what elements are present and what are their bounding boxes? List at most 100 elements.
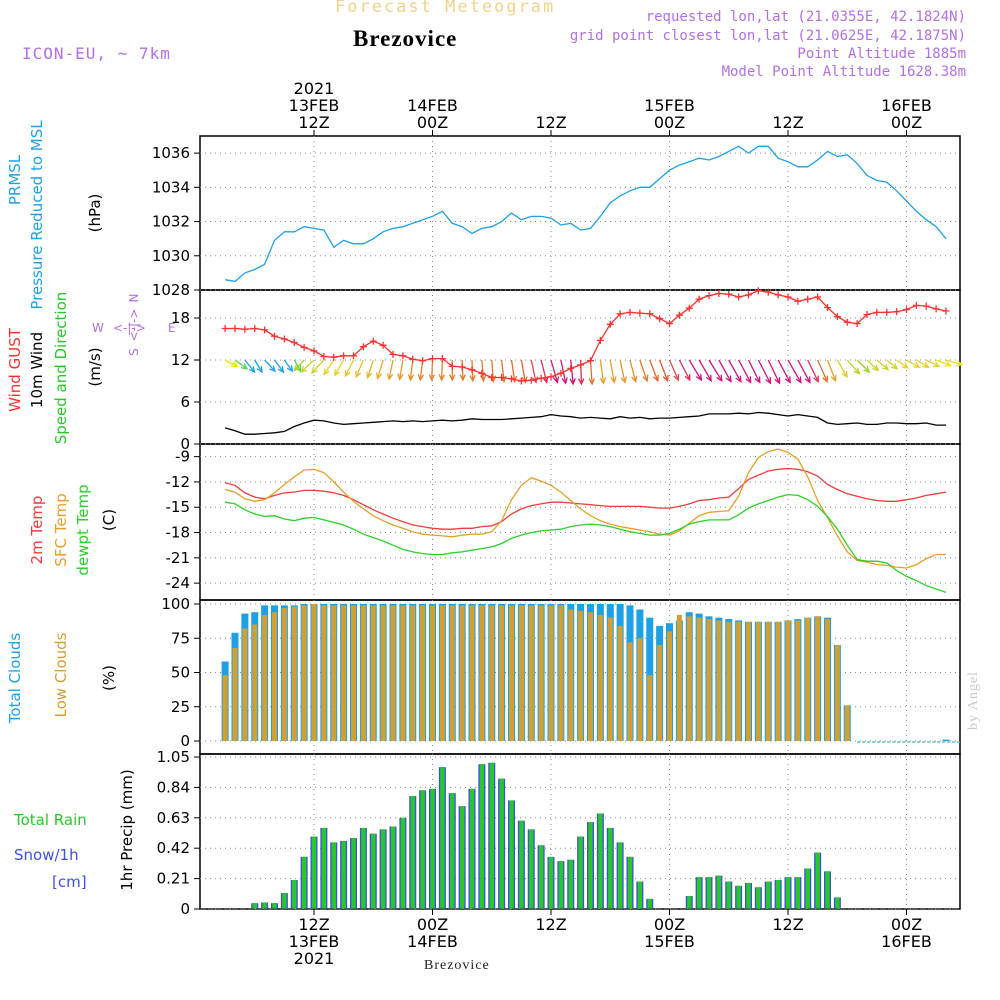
compass-north: N — [127, 294, 141, 303]
precip-rain-bar — [499, 778, 504, 909]
wind-direction-arrowhead — [469, 375, 476, 383]
wind-direction-arrow — [817, 359, 828, 382]
wind-ytick-label: 12 — [171, 351, 190, 369]
low-cloud-bar — [825, 619, 830, 741]
precip-rain-bar — [509, 800, 514, 909]
compass-arrows: <-|-> — [113, 321, 146, 335]
wind-gust-marker — [932, 305, 940, 313]
pressure-ytick-label: 1036 — [152, 144, 190, 162]
precip-label-rain: Total Rain — [13, 811, 87, 829]
wind-gust-marker — [596, 336, 604, 344]
clouds-label-total: Total Clouds — [6, 633, 24, 725]
precip-label-unit: [cm] — [52, 873, 87, 891]
temp-panel-frame — [199, 443, 961, 601]
wind-direction-arrowhead — [642, 374, 649, 383]
wind-direction-arrowhead — [578, 378, 585, 386]
clouds-label-low: Low Clouds — [52, 632, 70, 717]
wind-direction-arrow — [668, 359, 679, 381]
wind-direction-arrow — [738, 359, 752, 383]
wind-ytick-label: 18 — [171, 309, 190, 327]
low-cloud-bar — [370, 605, 376, 741]
precip-rain-bar — [617, 842, 623, 909]
wind-direction-arrow — [747, 359, 761, 383]
wind-direction-arrow — [344, 359, 355, 377]
low-cloud-bar — [785, 620, 791, 741]
footer-location: Brezovice — [424, 958, 490, 973]
pressure-line — [224, 145, 947, 283]
wind-gust-marker — [616, 310, 624, 318]
wind-gust-marker — [922, 302, 930, 310]
temp-ytick-label: -12 — [166, 473, 191, 491]
precip-rain-bar — [538, 845, 544, 909]
wind-gust-marker — [359, 343, 367, 351]
pressure-ytick-label: 1034 — [152, 178, 190, 196]
wind-direction-arrow — [540, 359, 548, 383]
wind-direction-arrow — [530, 359, 537, 383]
wind-gust-marker — [883, 308, 891, 316]
wind-gust-marker — [527, 376, 535, 384]
wind-gust-marker — [705, 292, 713, 300]
low-cloud-bar — [805, 617, 811, 741]
wind-direction-arrow — [826, 359, 837, 382]
wind-gust-marker — [350, 352, 357, 360]
pressure-label-name: Pressure Reduced to MSL — [28, 120, 46, 310]
wind-direction-arrow — [639, 359, 648, 382]
wind-direction-arrowhead — [277, 365, 285, 374]
precip-ytick-label: 0 — [180, 900, 190, 918]
wind-direction-arrow — [629, 359, 637, 382]
wind-direction-arrowhead — [956, 360, 964, 367]
wind-gust-marker — [646, 310, 654, 318]
wind-label-10m: 10m Wind — [28, 332, 46, 408]
precip-rain-bar — [311, 836, 317, 909]
precip-rain-bar — [301, 856, 307, 909]
low-cloud-bar — [232, 647, 238, 741]
wind-gust-marker — [458, 363, 466, 371]
wind-label-direction: Speed and Direction — [52, 292, 70, 445]
precip-rain-bar — [380, 829, 386, 909]
wind-direction-arrow — [866, 359, 879, 371]
bottom-time-label: 12Z — [772, 915, 803, 934]
top-time-label: 00Z — [654, 113, 685, 132]
wind-direction-arrowhead — [631, 375, 638, 384]
top-time-label: 00Z — [417, 113, 448, 132]
wind-label-unit: (m/s) — [86, 347, 104, 386]
low-cloud-bar — [844, 705, 850, 741]
wind-direction-arrow — [935, 359, 951, 367]
wind-direction-arrow — [728, 359, 742, 382]
top-time-label: 15FEB — [644, 96, 695, 115]
low-cloud-bar — [647, 675, 653, 741]
low-cloud-bar — [360, 605, 366, 741]
low-cloud-bar — [459, 605, 465, 741]
precip-rain-bar — [696, 877, 702, 909]
gridpoint-coords: grid point closest lon,lat (21.0625E, 42… — [569, 28, 966, 44]
wind-gust-marker — [290, 339, 298, 346]
wind-direction-arrow — [388, 359, 394, 380]
wind-gust-marker — [300, 343, 308, 351]
wind-gust-marker — [271, 332, 278, 340]
low-cloud-bar — [449, 605, 455, 741]
wind-gust-marker — [438, 355, 446, 363]
precip-ytick-label: 0.21 — [157, 870, 190, 888]
pressure-ytick-label: 1028 — [152, 281, 190, 299]
low-cloud-bar — [410, 605, 416, 741]
low-cloud-bar — [578, 610, 584, 741]
precip-rain-bar — [775, 880, 781, 909]
wind-direction-arrow — [836, 359, 848, 378]
precip-rain-bar — [756, 887, 761, 909]
wind-direction-arrow — [698, 359, 712, 382]
wind-gust-marker — [429, 355, 436, 363]
wind-direction-arrowhead — [449, 374, 456, 382]
wind-gust-marker — [784, 293, 792, 301]
precip-ytick-label: 0.63 — [157, 809, 190, 827]
wind-gust-marker — [488, 374, 496, 381]
model-altitude: Model Point Altitude 1628.38m — [721, 64, 966, 80]
precip-rain-bar — [252, 903, 257, 909]
low-cloud-bar — [686, 616, 692, 741]
wind-direction-arrow — [678, 359, 691, 381]
precip-rain-bar — [469, 788, 475, 909]
wind-direction-arrow — [797, 359, 811, 383]
wind-gust-marker — [478, 369, 486, 377]
wind-gust-marker — [873, 308, 881, 316]
wind-direction-arrowhead — [891, 363, 899, 370]
low-cloud-bar — [667, 631, 672, 741]
